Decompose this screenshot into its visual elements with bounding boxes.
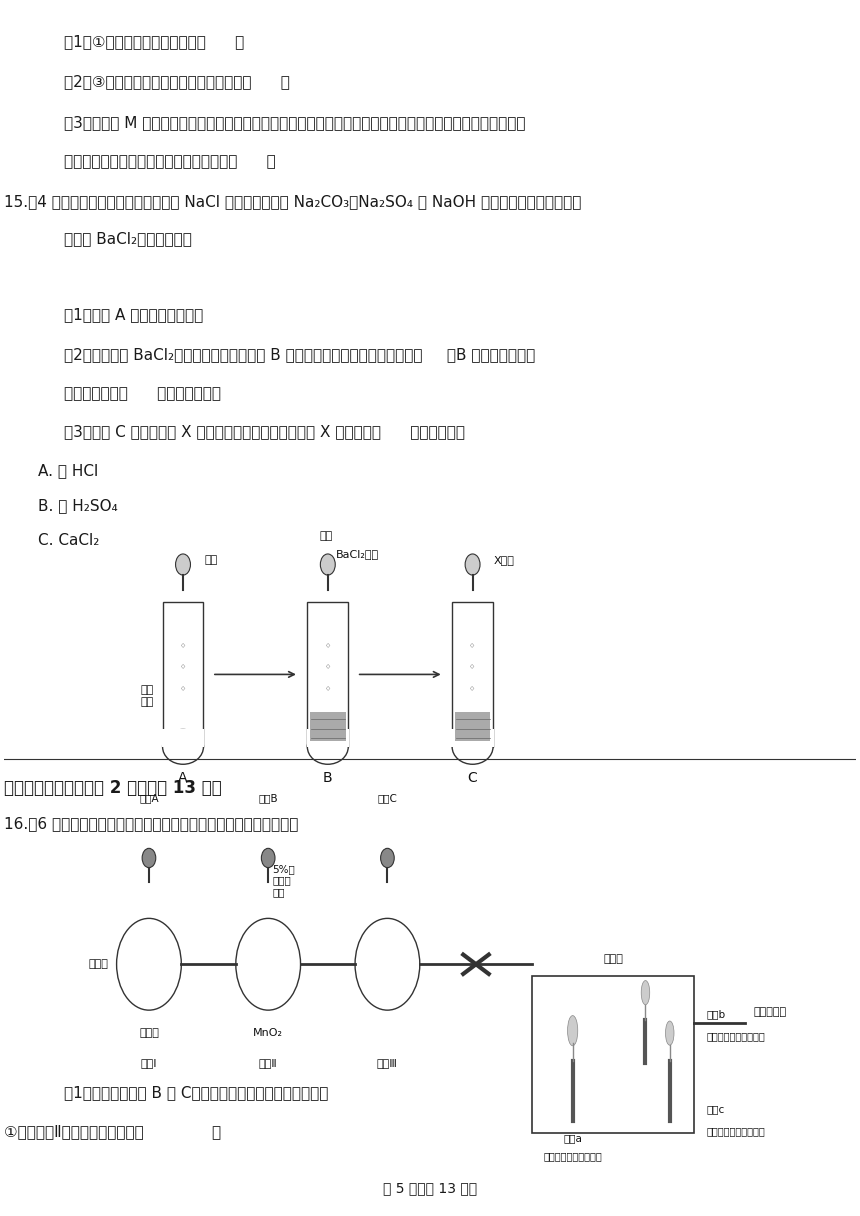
Text: ◇: ◇ [326,686,330,692]
Text: A. 稀 HCl: A. 稀 HCl [38,463,99,478]
Bar [162,730,205,747]
Ellipse shape [320,554,335,575]
Text: ◇: ◇ [470,665,475,670]
Text: 5%过
氧化氢
溶液: 5%过 氧化氢 溶液 [273,865,295,897]
Text: C: C [468,771,477,786]
Bar [307,602,348,747]
Ellipse shape [465,554,480,575]
Ellipse shape [175,554,190,575]
Text: （1）同时挤压滴管 B 和 C，控制相同液体量于球形容器中。: （1）同时挤压滴管 B 和 C，控制相同液体量于球形容器中。 [64,1085,329,1100]
Circle shape [117,918,181,1010]
Text: 酚酞: 酚酞 [205,554,218,564]
Text: ◇: ◇ [181,686,185,692]
Text: X溶液: X溶液 [494,554,515,564]
Ellipse shape [163,730,204,765]
Text: 学方程式可能为      （只写一个）。: 学方程式可能为 （只写一个）。 [64,385,221,401]
Bar [455,711,490,741]
Text: 待测
溶液: 待测 溶液 [141,686,154,706]
Text: ◇: ◇ [181,665,185,670]
Text: 玻璃尖嘴管: 玻璃尖嘴管 [753,1007,787,1018]
Text: ◇: ◇ [181,643,185,648]
Text: （1）试管 A 中的溶液呈红色。: （1）试管 A 中的溶液呈红色。 [64,308,203,322]
Text: 15.（4 分）小兰同学设计了一个验证某 NaCl 溶液中是否混有 Na₂CO₃、Na₂SO₄ 和 NaOH 的实验流程，如图所示。: 15.（4 分）小兰同学设计了一个验证某 NaCl 溶液中是否混有 Na₂CO₃… [4,193,581,209]
Text: ①写出球形Ⅱ中反应的化学方程式              。: ①写出球形Ⅱ中反应的化学方程式 。 [4,1124,221,1138]
Ellipse shape [307,730,348,765]
Text: 16.（6 分）用下列微型实验进行氧气、二氧化碳气体相关性质研究。: 16.（6 分）用下列微型实验进行氧气、二氧化碳气体相关性质研究。 [4,816,298,831]
Bar [452,730,494,747]
Text: 球形Ⅱ: 球形Ⅱ [259,1058,278,1069]
Text: B: B [323,771,333,786]
Text: （已知 BaCl₂溶液呈中性）: （已知 BaCl₂溶液呈中性） [64,231,192,246]
Text: MnO₂: MnO₂ [253,1029,283,1038]
Text: 滴管A: 滴管A [139,794,159,804]
Text: （2）滴加过量 BaCl₂溶液，充分反应后试管 B 中有白色沉淠产生，溶液仍显红色     。B 中发生反应的化: （2）滴加过量 BaCl₂溶液，充分反应后试管 B 中有白色沉淠产生，溶液仍显红… [64,347,535,362]
Text: A: A [178,771,187,786]
Text: 球形Ⅲ: 球形Ⅲ [377,1058,398,1069]
Text: 燃烧器: 燃烧器 [603,955,623,964]
Ellipse shape [381,849,394,868]
Text: ◇: ◇ [326,643,330,648]
Circle shape [236,918,300,1010]
Text: 蜡烛b: 蜡烛b [707,1009,726,1019]
Bar [452,602,493,747]
Text: 三、实验及探究题（共 2 小题，计 13 分）: 三、实验及探究题（共 2 小题，计 13 分） [4,779,222,798]
Ellipse shape [666,1021,674,1046]
Bar [163,602,204,747]
Bar [310,711,346,741]
Text: （3）再向 C 中加入适量 X 溶液，即可确定溶液成分，则 X 溶液可能是      （填字母）。: （3）再向 C 中加入适量 X 溶液，即可确定溶液成分，则 X 溶液可能是 （填… [64,424,464,439]
Text: 稀盐酸: 稀盐酸 [89,959,108,969]
Circle shape [355,918,420,1010]
Ellipse shape [642,980,650,1004]
Text: 蜡烛c: 蜡烛c [707,1104,725,1114]
Ellipse shape [568,1015,578,1046]
Text: （1）①中发生反应的基本类型是      。: （1）①中发生反应的基本类型是 。 [64,34,244,50]
Text: （上端放有少量红磷）: （上端放有少量红磷） [544,1152,602,1161]
Text: ◇: ◇ [326,665,330,670]
Text: 过量: 过量 [319,530,333,541]
Ellipse shape [261,849,275,868]
Text: 球形Ⅰ: 球形Ⅰ [141,1058,157,1069]
Bar [532,976,694,1133]
Text: ◇: ◇ [470,686,475,692]
Text: （上端放有少量白磷）: （上端放有少量白磷） [707,1126,765,1136]
Ellipse shape [142,849,156,868]
Text: BaCl₂溶液: BaCl₂溶液 [336,548,379,558]
Text: 滴管B: 滴管B [258,794,278,804]
Text: （上端放有少量白磷）: （上端放有少量白磷） [707,1031,765,1041]
Bar [306,730,349,747]
Text: 大理石: 大理石 [139,1029,159,1038]
Text: 蜡烛a: 蜡烛a [563,1133,582,1143]
Text: ◇: ◇ [470,643,475,648]
Text: 滤液。根据上述实验分析，滤渣中可能含有      。: 滤液。根据上述实验分析，滤渣中可能含有 。 [64,154,275,169]
Text: C. CaCl₂: C. CaCl₂ [38,533,100,548]
Text: （3）将金属 M 粉末放入盛有硝酸铜溶液的烧杯中，充分反应后，溶液呈无色，充分反应后过滤得到滤渣和蓝色: （3）将金属 M 粉末放入盛有硝酸铜溶液的烧杯中，充分反应后，溶液呈无色，充分反… [64,116,525,130]
Text: 第 5 页（共 13 页）: 第 5 页（共 13 页） [383,1182,477,1195]
Text: B. 稀 H₂SO₄: B. 稀 H₂SO₄ [38,499,118,513]
Text: 滴管C: 滴管C [378,794,397,804]
Text: （2）③中铁锈与稀硫酸反应的化学方程式为      。: （2）③中铁锈与稀硫酸反应的化学方程式为 。 [64,74,290,89]
Ellipse shape [452,730,493,765]
